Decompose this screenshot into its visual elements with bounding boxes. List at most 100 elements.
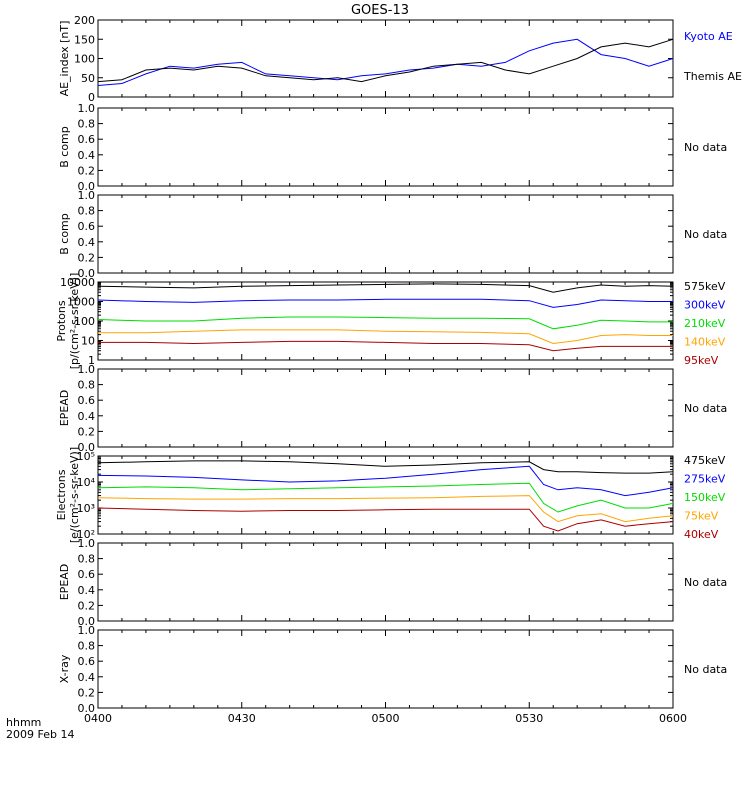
series-line-95kev	[98, 340, 673, 352]
ytick-label: 0.8	[78, 118, 96, 131]
ytick-label: 1.0	[78, 363, 96, 376]
ytick-label: 100	[74, 53, 95, 66]
xtick-label: 0600	[659, 712, 687, 725]
ytick-label: 0.8	[78, 640, 96, 653]
ytick-label: 150	[74, 33, 95, 46]
time-axis: 0400 0430 0500 0530 0600	[84, 712, 687, 725]
ylabel-units: [p/(cm²-s-sr-keV)]	[68, 273, 81, 370]
panel-frame	[97, 107, 674, 187]
panel-epead2: 0.0 0.2 0.4 0.6 0.8 1.0 EPEAD No data	[58, 537, 727, 628]
series-line-475kev	[97, 460, 674, 474]
ytick-label: 0.0	[78, 615, 96, 628]
panel-frame	[97, 194, 674, 274]
ylabel-units: [e/(cm²-s-sr-keV)]	[68, 447, 81, 543]
legend-95kev: 95keV	[684, 354, 719, 367]
series-line-210kev	[97, 316, 673, 330]
ytick-label: 1.0	[78, 624, 96, 637]
xtick-label: 0400	[84, 712, 112, 725]
ytick-label: 10	[81, 335, 95, 348]
panel-frame	[97, 19, 674, 98]
ylabel: EPEAD	[58, 564, 71, 601]
ylabel: Electrons	[55, 469, 68, 520]
ytick-label: 0	[88, 91, 95, 104]
panel-frame	[97, 629, 674, 709]
series-line-themis-ae	[97, 38, 674, 83]
legend-kyoto-ae: Kyoto AE	[684, 30, 733, 43]
panel-frame	[97, 368, 674, 448]
legend-150kev: 150keV	[684, 491, 726, 504]
ytick-label: 0.4	[78, 671, 96, 684]
ytick-label: 50	[81, 72, 95, 85]
no-data-label: No data	[684, 576, 727, 589]
legend-140kev: 140keV	[684, 336, 726, 349]
ylabel: B comp	[58, 213, 71, 255]
ytick-label: 10²	[77, 528, 95, 541]
series-line-300kev	[97, 298, 673, 308]
ytick-label: 0.0	[78, 267, 96, 280]
series-line-575kev	[97, 283, 674, 293]
panel-xray: 0.0 0.2 0.4 0.6 0.8 1.0 X-ray No data	[58, 624, 727, 715]
ytick-label: 0.2	[78, 164, 96, 177]
no-data-label: No data	[684, 402, 727, 415]
ytick-label: 0.2	[78, 686, 96, 699]
panel-frame	[97, 542, 674, 622]
ytick-label: 10⁵	[77, 450, 95, 463]
ytick-label: 100	[74, 315, 95, 328]
xtick-label: 0500	[372, 712, 400, 725]
ytick-label: 0.8	[78, 553, 96, 566]
time-axis-label-date: 2009 Feb 14	[6, 728, 74, 741]
ytick-label: 1.0	[78, 189, 96, 202]
legend-210kev: 210keV	[684, 317, 726, 330]
time-axis-label-hhmm: hhmm	[6, 716, 41, 729]
legend-475kev: 475keV	[684, 454, 726, 467]
legend-75kev: 75keV	[684, 510, 719, 523]
ytick-label: 0.6	[78, 394, 96, 407]
panel-protons: 1 10 100 1000 10000 Protons [p/(cm²-s-sr-keV)]…	[55, 273, 726, 370]
legend-40kev: 40keV	[684, 528, 719, 541]
series-line-150kev	[97, 482, 674, 513]
figure-title: GOES-13	[351, 3, 409, 18]
ylabel: B comp	[58, 126, 71, 168]
legend-275kev: 275keV	[684, 473, 726, 486]
panel-electrons: 10² 10³ 10⁴ 10⁵ Electrons [e/(cm²-s-sr-keV)] 4…	[55, 447, 726, 543]
ytick-label: 10³	[77, 502, 95, 515]
ytick-label: 0.4	[78, 584, 96, 597]
panel-bcomp2: 0.0 0.2 0.4 0.6 0.8 1.0 B comp No data	[58, 189, 727, 280]
ytick-label: 0.8	[78, 205, 96, 218]
ytick-label: 0.6	[78, 655, 96, 668]
ylabel: EPEAD	[58, 390, 71, 427]
no-data-label: No data	[684, 228, 727, 241]
xtick-label: 0530	[515, 712, 543, 725]
ytick-label: 200	[74, 14, 95, 27]
ylabel: AE_index [nT]	[58, 21, 71, 97]
ytick-label: 10000	[60, 276, 95, 289]
ytick-label: 10⁴	[77, 476, 96, 489]
ytick-label: 0.0	[78, 441, 96, 454]
series-line-140kev	[98, 329, 673, 345]
ytick-label: 0.2	[78, 425, 96, 438]
ylabel: Protons	[55, 300, 68, 341]
xtick-label: 0430	[228, 712, 256, 725]
ytick-label: 0.6	[78, 220, 96, 233]
no-data-label: No data	[684, 663, 727, 676]
legend-300kev: 300keV	[684, 299, 726, 312]
ytick-label: 0.2	[78, 599, 96, 612]
ytick-label: 1.0	[78, 537, 96, 550]
ytick-label: 0.2	[78, 251, 96, 264]
series-line-kyoto-ae	[97, 38, 674, 86]
ytick-label: 0.8	[78, 379, 96, 392]
legend-575kev: 575keV	[684, 280, 726, 293]
ytick-label: 0.0	[78, 702, 96, 715]
no-data-label: No data	[684, 141, 727, 154]
series-line-40kev	[97, 507, 674, 532]
ytick-label: 1000	[67, 296, 95, 309]
panel-epead1: 0.0 0.2 0.4 0.6 0.8 1.0 EPEAD No data	[58, 363, 727, 454]
ytick-label: 1	[88, 354, 95, 367]
panel-bcomp1: 0.0 0.2 0.4 0.6 0.8 1.0 B comp No data	[58, 102, 727, 193]
legend-themis-ae: Themis AE	[683, 70, 742, 83]
ytick-label: 0.4	[78, 410, 96, 423]
ytick-label: 0.0	[78, 180, 96, 193]
